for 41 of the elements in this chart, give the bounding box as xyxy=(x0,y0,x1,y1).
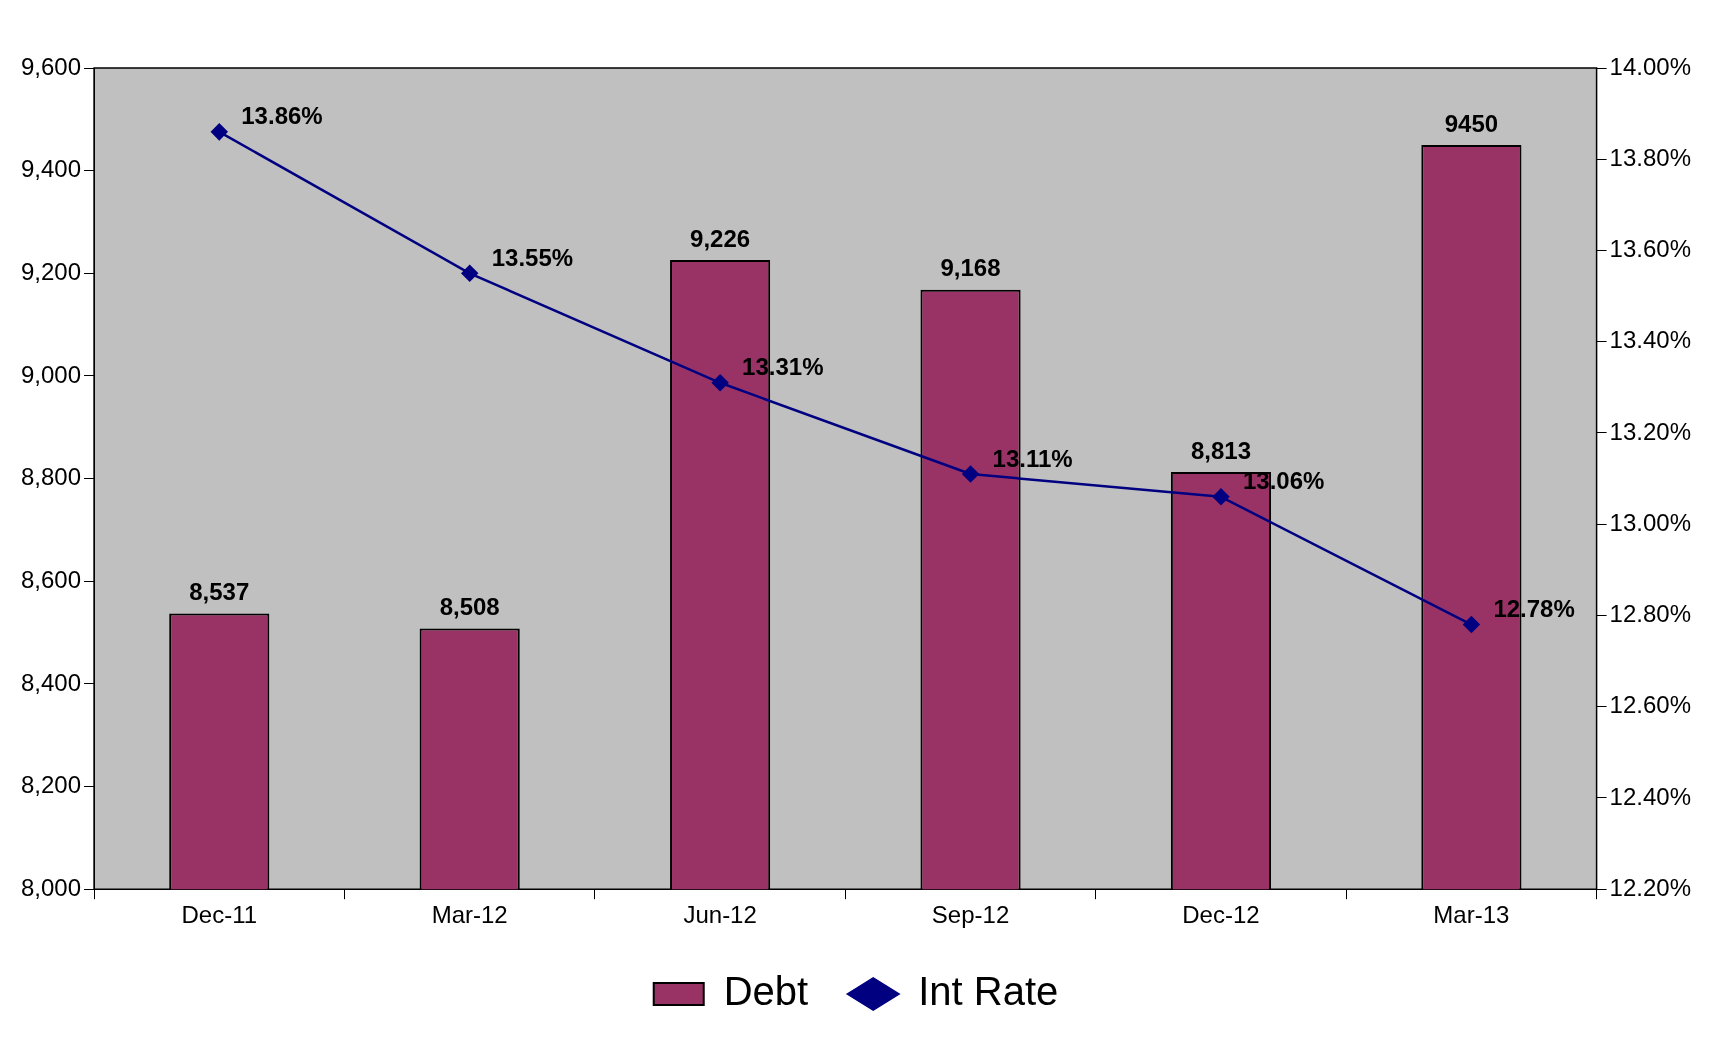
x-tick-label: Jun-12 xyxy=(683,901,757,929)
point xyxy=(1212,488,1230,506)
y-tick-label: 9,200 xyxy=(21,257,82,285)
legend-label: Int Rate xyxy=(918,969,1059,1014)
y-tick-label: 8,800 xyxy=(21,463,82,491)
data-label: 8,813 xyxy=(1190,436,1251,464)
y-tick-label: 8,200 xyxy=(21,771,82,799)
y2-tick-label: 13.60% xyxy=(1609,235,1692,263)
y2-tick-label: 12.60% xyxy=(1609,691,1692,719)
x-tick-label: Mar-13 xyxy=(1433,901,1510,929)
y2-tick-label: 13.40% xyxy=(1609,326,1692,354)
y-tick-label: 9,400 xyxy=(21,155,82,183)
y2-tick-label: 12.40% xyxy=(1609,782,1692,810)
point xyxy=(962,465,979,483)
y2-tick-label: 13.80% xyxy=(1609,143,1692,171)
data-label: 9,226 xyxy=(690,224,751,252)
x-tick-label: Sep-12 xyxy=(931,901,1010,929)
point xyxy=(211,123,228,141)
y2-tick-label: 14.00% xyxy=(1609,52,1692,80)
point xyxy=(711,374,729,392)
y2-tick-label: 13.20% xyxy=(1609,417,1692,445)
point xyxy=(1463,616,1480,633)
y2-tick-label: 12.20% xyxy=(1609,873,1692,901)
data-label: 13.86% xyxy=(241,102,323,130)
y-tick-label: 8,000 xyxy=(21,873,82,901)
y-tick-label: 8,400 xyxy=(21,668,82,696)
y-tick-label: 9,600 xyxy=(21,52,82,80)
y-tick-label: 8,600 xyxy=(21,565,82,593)
data-label: 13.55% xyxy=(491,243,574,271)
y2-tick-label: 13.00% xyxy=(1609,508,1692,536)
x-tick-label: Dec-12 xyxy=(1182,901,1260,929)
y2-tick-label: 12.80% xyxy=(1609,600,1692,628)
data-label: 8,537 xyxy=(189,578,250,606)
data-label: 9450 xyxy=(1444,109,1499,137)
x-tick-label: Mar-12 xyxy=(431,901,508,929)
y-tick-label: 9,000 xyxy=(21,360,82,388)
x-tick-label: Dec-11 xyxy=(181,901,258,929)
point xyxy=(461,265,478,282)
data-label: 8,508 xyxy=(439,593,500,621)
data-label: 9,168 xyxy=(940,254,1001,282)
legend-label: Debt xyxy=(723,969,809,1014)
